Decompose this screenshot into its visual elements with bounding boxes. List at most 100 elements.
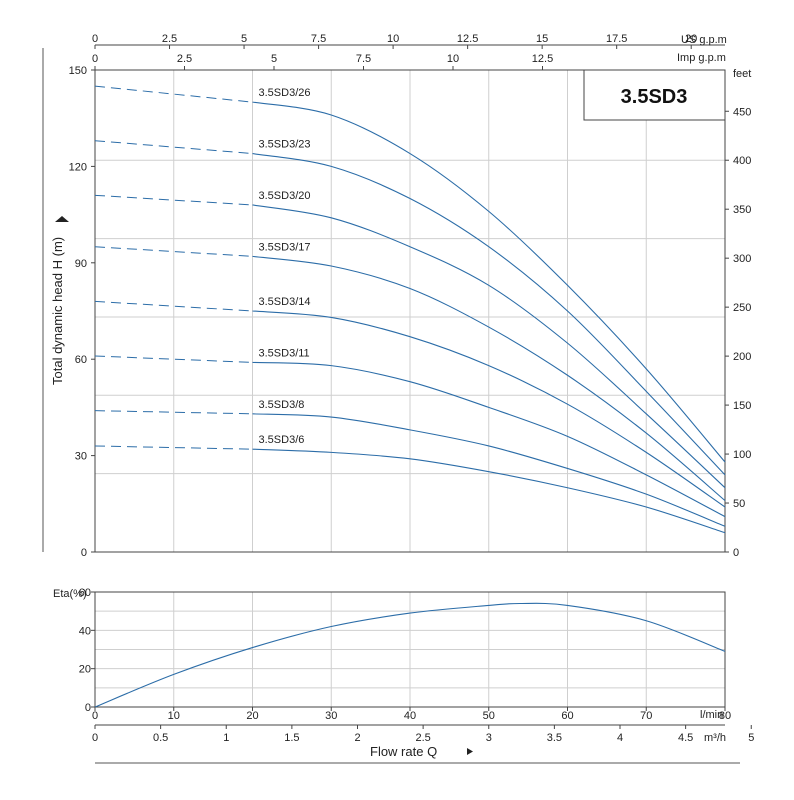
m3h-tick-label: 1 <box>223 732 229 744</box>
feet-tick-label: 50 <box>733 498 745 510</box>
flow-axis-title: Flow rate Q <box>370 744 437 759</box>
us-gpm-tick-label: 10 <box>387 33 399 45</box>
us-gpm-tick-label: 0 <box>92 33 98 45</box>
imp-gpm-tick-label: 0 <box>92 53 98 65</box>
feet-tick-label: 250 <box>733 302 751 314</box>
efficiency-line <box>94 602 726 708</box>
efficiency-axis: 0 20 40 60 <box>79 587 95 714</box>
y-tick-label: 30 <box>75 451 87 463</box>
feet-tick-label: 400 <box>733 155 751 167</box>
flow-lmin-unit: l/min <box>700 709 723 721</box>
head-curve-label: 3.5SD3/14 <box>259 296 311 308</box>
us-gpm-tick-label: 7.5 <box>311 33 326 45</box>
m3h-tick-label: 0.5 <box>153 732 168 744</box>
flow-lmin-axis: 0 10 20 30 40 50 60 70 80 <box>92 707 731 722</box>
eta-tick-label: 40 <box>79 625 91 637</box>
us-gpm-tick-label: 2.5 <box>162 33 177 45</box>
head-curve <box>252 413 726 527</box>
head-chart-frame <box>94 69 726 553</box>
x-tick-label: 0 <box>92 710 98 722</box>
m3h-tick-label: 3 <box>486 732 492 744</box>
feet-tick-label: 0 <box>733 547 739 559</box>
y-tick-label: 90 <box>75 258 87 270</box>
y-tick-label: 0 <box>81 547 87 559</box>
head-curve-label: 3.5SD3/11 <box>259 347 310 359</box>
head-curve <box>252 153 726 476</box>
imp-gpm-tick-label: 5 <box>271 53 277 65</box>
head-curve-dashed <box>94 410 253 415</box>
head-axis-arrow-icon <box>55 216 69 222</box>
m3h-tick-label: 2.5 <box>415 732 430 744</box>
m3h-tick-label: 1.5 <box>284 732 299 744</box>
x-tick-label: 20 <box>246 710 258 722</box>
head-curve-label: 3.5SD3/20 <box>259 190 311 202</box>
feet-tick-label: 350 <box>733 204 751 216</box>
m3h-tick-label: 0 <box>92 732 98 744</box>
imp-gpm-axis: 0 2.5 5 7.5 10 12.5 <box>92 53 553 70</box>
us-gpm-tick-label: 12.5 <box>457 33 478 45</box>
m3h-tick-label: 3.5 <box>547 732 562 744</box>
us-gpm-tick-label: 5 <box>241 33 247 45</box>
x-tick-label: 80 <box>719 710 731 722</box>
model-badge-box <box>583 69 726 121</box>
imp-gpm-unit: Imp g.p.m <box>677 52 726 64</box>
head-curves: 3.5SD3/26 3.5SD3/23 3.5SD3/20 3.5SD3/17 3.5S… <box>94 85 726 534</box>
feet-tick-label: 450 <box>733 106 751 118</box>
y-tick-label: 120 <box>69 161 87 173</box>
head-curve-dashed <box>94 355 253 363</box>
feet-tick-label: 150 <box>733 400 751 412</box>
imp-gpm-tick-label: 2.5 <box>177 53 192 65</box>
y-tick-label: 150 <box>69 65 87 77</box>
eta-tick-label: 60 <box>79 587 91 599</box>
head-curve <box>252 310 726 508</box>
us-gpm-unit: US g.p.m <box>681 34 727 46</box>
head-curve-label: 3.5SD3/8 <box>259 399 305 411</box>
head-curve-label: 3.5SD3/23 <box>259 139 311 151</box>
head-meters-axis: 0 30 60 90 120 150 <box>69 65 95 559</box>
flow-axis-arrow-icon <box>467 748 473 755</box>
feet-tick-label: 100 <box>733 449 751 461</box>
x-tick-label: 10 <box>168 710 180 722</box>
imp-gpm-tick-label: 12.5 <box>532 53 553 65</box>
head-curve-label: 3.5SD3/6 <box>259 434 305 446</box>
head-curve-dashed <box>94 445 253 450</box>
head-curve <box>252 448 726 534</box>
eta-tick-label: 0 <box>85 702 91 714</box>
x-tick-label: 70 <box>640 710 652 722</box>
head-axis-title: Total dynamic head H (m) <box>50 237 65 385</box>
imp-gpm-tick-label: 7.5 <box>356 53 371 65</box>
efficiency-chart-grid <box>95 591 725 707</box>
x-tick-label: 40 <box>404 710 416 722</box>
x-tick-label: 50 <box>483 710 495 722</box>
efficiency-curve <box>94 602 726 708</box>
efficiency-axis-title: Eta(%) <box>53 588 87 600</box>
flow-m3h-unit: m³/h <box>704 732 726 744</box>
us-gpm-tick-label: 20 <box>685 33 697 45</box>
x-tick-label: 30 <box>325 710 337 722</box>
head-curve-dashed <box>94 140 253 155</box>
feet-tick-label: 200 <box>733 351 751 363</box>
model-badge: 3.5SD3 <box>621 86 688 108</box>
m3h-tick-label: 2 <box>354 732 360 744</box>
head-curve-label: 3.5SD3/26 <box>259 87 311 99</box>
m3h-tick-label: 4 <box>617 732 623 744</box>
head-curve-dashed <box>94 194 253 206</box>
head-curve-dashed <box>94 300 253 312</box>
imp-gpm-tick-label: 10 <box>447 53 459 65</box>
eta-tick-label: 20 <box>79 664 91 676</box>
head-curve <box>252 101 726 463</box>
head-feet-axis: 0 50 100 150 200 250 300 350 400 450 <box>725 106 751 559</box>
head-curve-dashed <box>94 246 253 257</box>
us-gpm-axis: 0 2.5 5 7.5 10 12.5 15 17.5 20 <box>92 33 697 49</box>
feet-unit: feet <box>733 68 751 80</box>
us-gpm-tick-label: 17.5 <box>606 33 627 45</box>
us-gpm-tick-label: 15 <box>536 33 548 45</box>
x-tick-label: 60 <box>561 710 573 722</box>
head-curve <box>252 361 726 518</box>
flow-m3h-axis: 0 0.5 1 1.5 2 2.5 3 3.5 4 4.5 5 <box>92 725 754 744</box>
feet-tick-label: 300 <box>733 253 751 265</box>
head-curve <box>252 204 726 489</box>
m3h-tick-label: 4.5 <box>678 732 693 744</box>
m3h-tick-label: 5 <box>748 732 754 744</box>
